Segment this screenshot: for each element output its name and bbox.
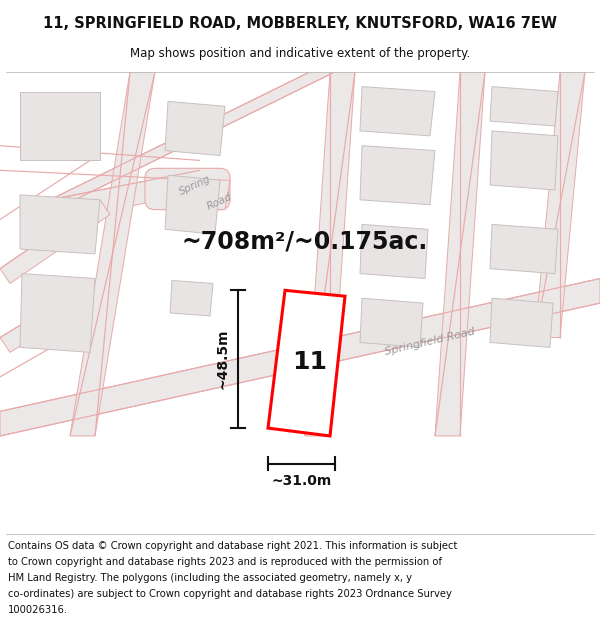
Polygon shape [0, 288, 90, 352]
Text: ~48.5m: ~48.5m [215, 329, 229, 389]
Polygon shape [165, 175, 220, 234]
Polygon shape [305, 72, 355, 436]
Polygon shape [185, 180, 230, 209]
Polygon shape [50, 72, 335, 200]
FancyBboxPatch shape [145, 168, 230, 209]
Polygon shape [360, 87, 435, 136]
Polygon shape [0, 200, 110, 284]
Polygon shape [70, 72, 155, 436]
Text: Springfield Road: Springfield Road [384, 326, 476, 357]
Polygon shape [20, 91, 100, 161]
Text: Spring: Spring [178, 173, 212, 197]
Polygon shape [268, 291, 345, 436]
Polygon shape [50, 170, 210, 219]
Text: Map shows position and indicative extent of the property.: Map shows position and indicative extent… [130, 48, 470, 61]
Polygon shape [20, 274, 95, 352]
Text: co-ordinates) are subject to Crown copyright and database rights 2023 Ordnance S: co-ordinates) are subject to Crown copyr… [8, 589, 452, 599]
Polygon shape [490, 87, 558, 126]
Polygon shape [490, 224, 558, 274]
Text: 11: 11 [293, 350, 328, 374]
Polygon shape [360, 298, 423, 348]
Polygon shape [170, 281, 213, 316]
Text: ~708m²/~0.175ac.: ~708m²/~0.175ac. [182, 229, 428, 253]
Polygon shape [0, 279, 600, 436]
Polygon shape [490, 298, 553, 348]
Polygon shape [535, 72, 585, 338]
Polygon shape [490, 131, 558, 190]
Text: HM Land Registry. The polygons (including the associated geometry, namely x, y: HM Land Registry. The polygons (includin… [8, 573, 412, 583]
Polygon shape [20, 195, 100, 254]
Text: ~31.0m: ~31.0m [271, 474, 332, 488]
Text: Contains OS data © Crown copyright and database right 2021. This information is : Contains OS data © Crown copyright and d… [8, 541, 457, 551]
Polygon shape [360, 146, 435, 205]
Text: to Crown copyright and database rights 2023 and is reproduced with the permissio: to Crown copyright and database rights 2… [8, 557, 442, 567]
Text: 11, SPRINGFIELD ROAD, MOBBERLEY, KNUTSFORD, WA16 7EW: 11, SPRINGFIELD ROAD, MOBBERLEY, KNUTSFO… [43, 16, 557, 31]
Polygon shape [360, 224, 428, 279]
Text: 100026316.: 100026316. [8, 605, 68, 615]
Polygon shape [165, 101, 225, 156]
Polygon shape [435, 72, 485, 436]
Text: Road: Road [206, 192, 234, 212]
